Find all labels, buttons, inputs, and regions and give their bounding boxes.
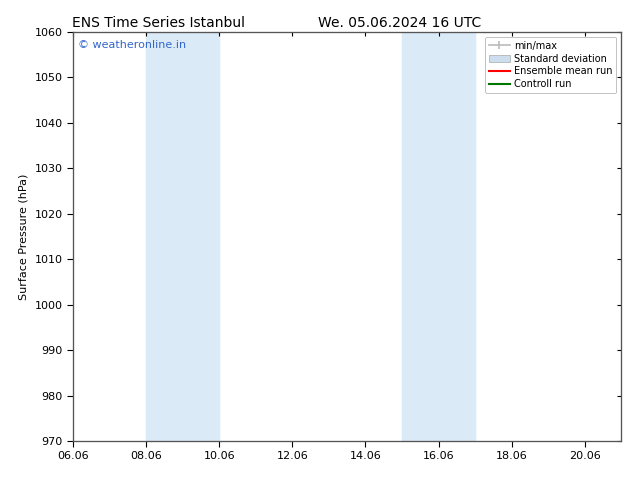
Text: We. 05.06.2024 16 UTC: We. 05.06.2024 16 UTC [318,16,481,30]
Bar [402,32,475,441]
Y-axis label: Surface Pressure (hPa): Surface Pressure (hPa) [19,173,29,299]
Text: © weatheronline.in: © weatheronline.in [79,40,186,50]
Legend: min/max, Standard deviation, Ensemble mean run, Controll run: min/max, Standard deviation, Ensemble me… [485,37,616,93]
Text: ENS Time Series Istanbul: ENS Time Series Istanbul [72,16,245,30]
Bar [146,32,219,441]
